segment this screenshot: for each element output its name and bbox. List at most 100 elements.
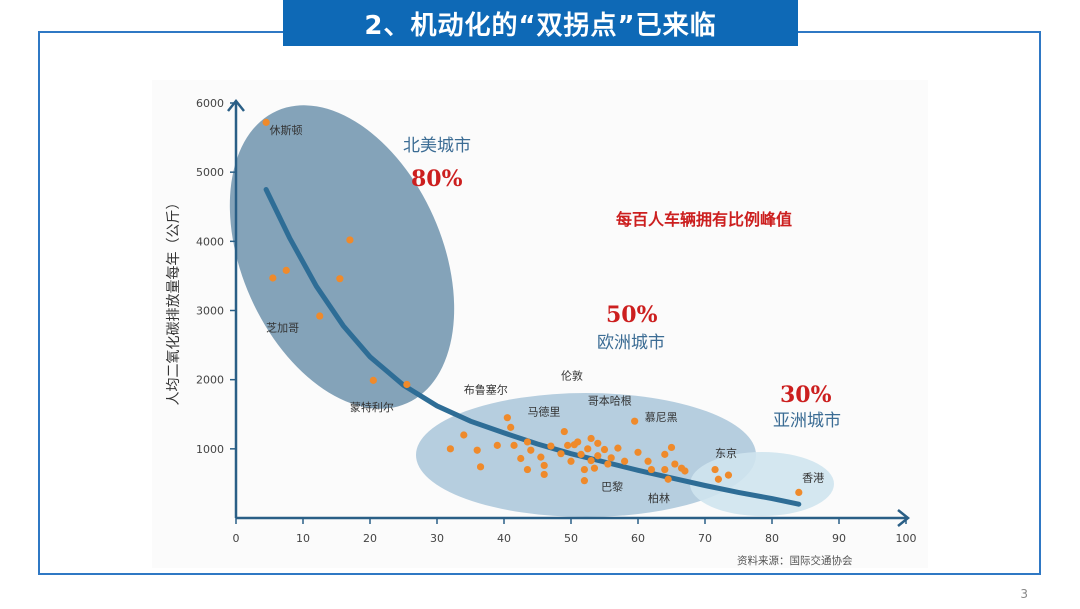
data-point bbox=[540, 470, 548, 479]
data-point bbox=[517, 454, 525, 463]
group-ellipses bbox=[229, 105, 834, 517]
y-axis-label: 人均二氧化碳排放量每年（公斤） bbox=[166, 196, 182, 406]
data-point bbox=[460, 431, 468, 439]
y-tick-label: 5000 bbox=[196, 166, 224, 179]
data-point bbox=[714, 475, 723, 483]
asia-ellipse bbox=[690, 452, 834, 516]
data-point bbox=[527, 446, 535, 454]
data-point bbox=[667, 443, 676, 452]
data-point bbox=[671, 460, 679, 468]
north-america-ellipse bbox=[229, 105, 455, 409]
data-point bbox=[510, 441, 518, 449]
city-label: 布鲁塞尔 bbox=[464, 383, 508, 397]
city-label: 慕尼黑 bbox=[645, 410, 678, 424]
data-point bbox=[369, 376, 377, 384]
data-point bbox=[503, 414, 511, 422]
data-point bbox=[507, 423, 515, 431]
data-point bbox=[537, 453, 545, 461]
data-point bbox=[282, 266, 290, 274]
data-point bbox=[523, 438, 532, 446]
x-tick-label: 40 bbox=[497, 532, 511, 545]
y-tick-label: 3000 bbox=[196, 305, 224, 318]
data-point bbox=[476, 463, 485, 471]
x-tick-label: 20 bbox=[363, 532, 377, 545]
data-point bbox=[560, 427, 568, 436]
data-point bbox=[316, 312, 324, 320]
x-tick-label: 30 bbox=[430, 532, 444, 545]
data-point bbox=[711, 465, 719, 474]
trend-line bbox=[263, 187, 802, 507]
city-label: 休斯顿 bbox=[270, 123, 303, 137]
group-percent: 30% bbox=[780, 382, 832, 408]
slide-title: 2、机动化的“双拐点”已来临 bbox=[283, 0, 798, 46]
data-point bbox=[473, 446, 481, 454]
data-point bbox=[621, 457, 629, 465]
group-percent: 80% bbox=[411, 166, 463, 192]
data-point bbox=[564, 441, 572, 449]
data-point bbox=[580, 477, 589, 485]
data-point bbox=[607, 454, 615, 462]
data-point bbox=[587, 434, 595, 443]
x-tick-label: 90 bbox=[832, 532, 846, 545]
source-note: 资料来源：国际交通协会 bbox=[737, 554, 853, 567]
data-point bbox=[614, 444, 622, 452]
data-point bbox=[346, 236, 354, 244]
data-point bbox=[661, 450, 669, 458]
data-point bbox=[594, 452, 602, 460]
city-label: 哥本哈根 bbox=[588, 394, 632, 408]
data-point bbox=[446, 445, 454, 453]
peak-annotation: 每百人车辆拥有比例峰值 bbox=[616, 210, 792, 229]
group-percent: 50% bbox=[606, 302, 658, 328]
x-tick-label: 70 bbox=[698, 532, 712, 545]
data-point bbox=[647, 465, 656, 474]
data-point bbox=[523, 465, 532, 474]
x-tick-label: 50 bbox=[564, 532, 578, 545]
data-points bbox=[262, 118, 803, 497]
data-point bbox=[540, 461, 548, 470]
data-point bbox=[584, 445, 592, 453]
data-point bbox=[587, 456, 595, 465]
data-point bbox=[644, 457, 652, 465]
city-label: 柏林 bbox=[648, 491, 670, 505]
data-point bbox=[567, 457, 575, 465]
city-label: 巴黎 bbox=[601, 479, 623, 493]
data-point bbox=[664, 475, 672, 483]
data-point bbox=[724, 471, 733, 479]
data-point bbox=[580, 465, 589, 474]
trend-line-group bbox=[263, 187, 802, 507]
x-tick-label: 80 bbox=[765, 532, 779, 545]
city-label: 东京 bbox=[715, 446, 737, 460]
data-point bbox=[574, 438, 582, 446]
y-axis-arrow bbox=[227, 98, 245, 112]
y-tick-label: 1000 bbox=[196, 443, 224, 456]
data-point bbox=[631, 417, 639, 425]
y-tick-label: 4000 bbox=[196, 235, 224, 248]
city-label: 马德里 bbox=[527, 405, 560, 419]
data-point bbox=[661, 465, 669, 474]
x-tick-label: 0 bbox=[233, 532, 240, 545]
data-point bbox=[557, 450, 565, 458]
data-point bbox=[594, 439, 602, 447]
x-tick-label: 10 bbox=[296, 532, 310, 545]
data-point bbox=[269, 274, 277, 282]
data-point bbox=[681, 467, 689, 475]
chart-axes: 0 10 20 30 40 50 60 70 80 90 100 1000 2000 3000 4000 50… bbox=[166, 97, 917, 545]
y-tick-label: 6000 bbox=[196, 97, 224, 110]
y-tick-label: 2000 bbox=[196, 374, 224, 387]
data-point bbox=[600, 445, 609, 454]
data-point bbox=[336, 275, 344, 283]
city-label: 伦敦 bbox=[561, 369, 583, 383]
x-tick-label: 100 bbox=[896, 532, 917, 545]
group-label: 北美城市 bbox=[403, 136, 471, 156]
data-point bbox=[403, 380, 411, 389]
data-point bbox=[634, 448, 642, 456]
data-point bbox=[547, 442, 555, 450]
group-label: 亚洲城市 bbox=[773, 411, 841, 431]
data-point bbox=[590, 464, 599, 472]
data-point bbox=[493, 441, 501, 449]
data-point bbox=[795, 488, 803, 497]
city-label: 蒙特利尔 bbox=[350, 400, 394, 414]
city-label: 芝加哥 bbox=[266, 321, 299, 334]
